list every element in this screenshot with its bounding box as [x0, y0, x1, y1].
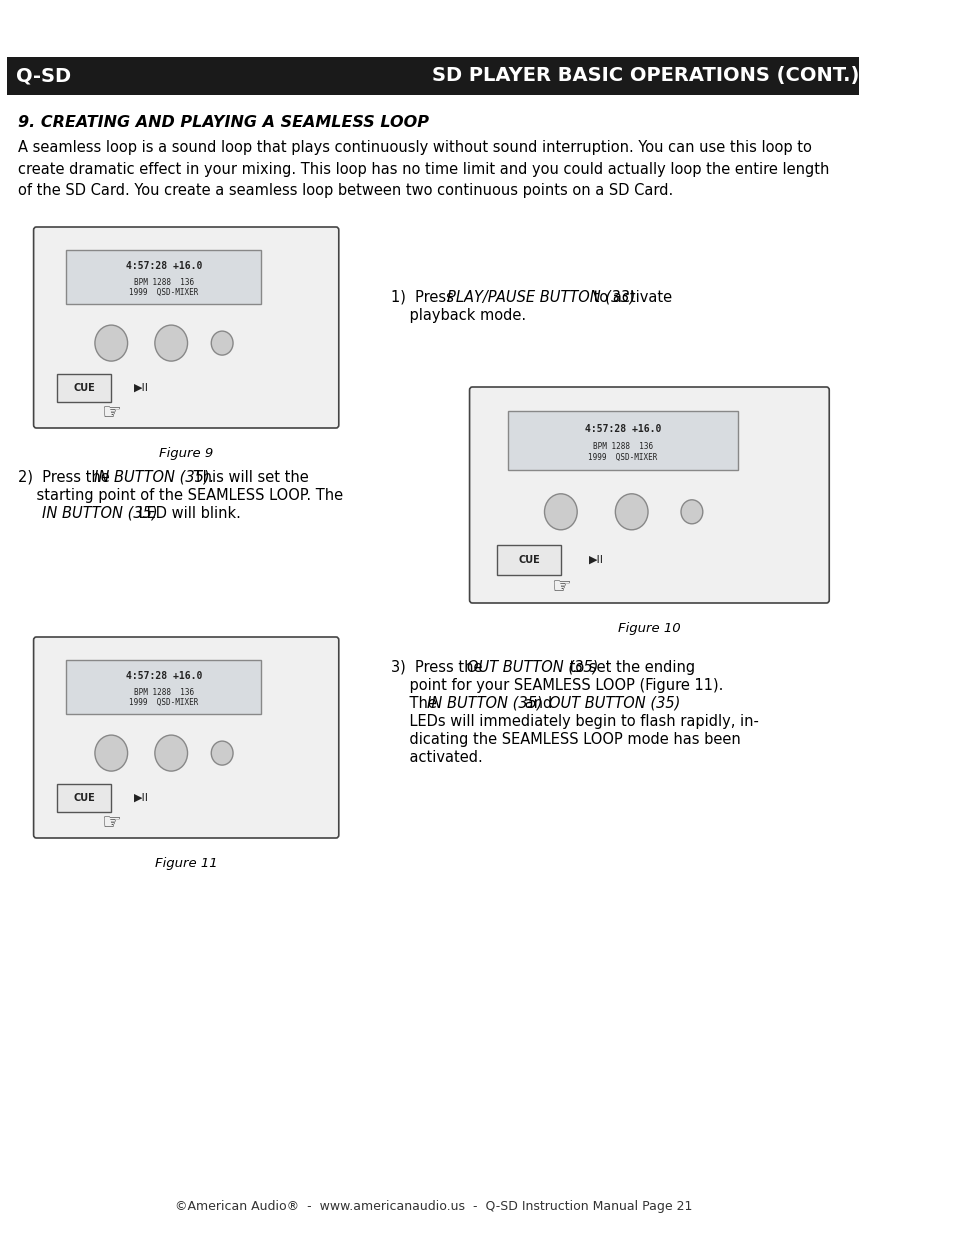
Circle shape [680, 500, 702, 524]
Text: PLAY/PAUSE BUTTON (33): PLAY/PAUSE BUTTON (33) [446, 290, 635, 305]
Text: 1)  Press: 1) Press [390, 290, 457, 305]
Text: LEDs will immediately begin to flash rapidly, in-: LEDs will immediately begin to flash rap… [390, 714, 758, 729]
Text: IN BUTTON (35).: IN BUTTON (35). [94, 471, 214, 485]
Circle shape [154, 735, 188, 771]
Text: 3)  Press the: 3) Press the [390, 659, 486, 676]
Text: dicating the SEAMLESS LOOP mode has been: dicating the SEAMLESS LOOP mode has been [390, 732, 740, 747]
Text: CUE: CUE [73, 793, 95, 803]
Text: to activate: to activate [588, 290, 671, 305]
Text: This will set the: This will set the [189, 471, 309, 485]
Circle shape [544, 494, 577, 530]
Text: and: and [519, 697, 556, 711]
Bar [57, 374, 112, 401]
Circle shape [154, 325, 188, 361]
Text: BPM 1288  136
1999  QSD-MIXER: BPM 1288 136 1999 QSD-MIXER [588, 442, 657, 462]
Text: 9. CREATING AND PLAYING A SEAMLESS LOOP: 9. CREATING AND PLAYING A SEAMLESS LOOP [18, 115, 429, 130]
Text: ▶II: ▶II [133, 383, 149, 393]
Text: starting point of the SEAMLESS LOOP. The: starting point of the SEAMLESS LOOP. The [18, 488, 343, 503]
Text: playback mode.: playback mode. [390, 308, 525, 324]
Text: 2)  Press the: 2) Press the [18, 471, 114, 485]
Text: ▶II: ▶II [588, 555, 603, 566]
Text: ☞: ☞ [101, 814, 121, 834]
Text: ☞: ☞ [101, 404, 121, 424]
Bar [8, 57, 859, 95]
Bar [66, 249, 261, 304]
Circle shape [94, 325, 128, 361]
Text: to set the ending: to set the ending [564, 659, 695, 676]
Text: 4:57:28 +16.0: 4:57:28 +16.0 [126, 671, 202, 680]
Text: activated.: activated. [390, 750, 482, 764]
Text: BPM 1288  136
1999  QSD-MIXER: BPM 1288 136 1999 QSD-MIXER [129, 278, 198, 298]
Text: IN BUTTON (35): IN BUTTON (35) [426, 697, 542, 711]
Text: CUE: CUE [517, 555, 539, 566]
Text: Figure 10: Figure 10 [618, 622, 680, 635]
Bar [497, 546, 560, 574]
Text: IN BUTTON (35): IN BUTTON (35) [42, 506, 157, 521]
Text: 4:57:28 +16.0: 4:57:28 +16.0 [126, 261, 202, 270]
Text: A seamless loop is a sound loop that plays continuously without sound interrupti: A seamless loop is a sound loop that pla… [18, 140, 829, 198]
Text: The: The [390, 697, 440, 711]
Bar [57, 784, 112, 811]
Text: ☞: ☞ [550, 578, 570, 598]
Circle shape [211, 741, 233, 766]
Text: point for your SEAMLESS LOOP (Figure 11).: point for your SEAMLESS LOOP (Figure 11)… [390, 678, 722, 693]
Text: 4:57:28 +16.0: 4:57:28 +16.0 [584, 424, 660, 433]
Circle shape [211, 331, 233, 356]
FancyBboxPatch shape [33, 637, 338, 839]
FancyBboxPatch shape [469, 387, 828, 603]
Circle shape [615, 494, 647, 530]
Text: SD PLAYER BASIC OPERATIONS (CONT.): SD PLAYER BASIC OPERATIONS (CONT.) [432, 67, 859, 85]
Text: CUE: CUE [73, 383, 95, 393]
Bar [507, 411, 738, 469]
Text: ▶II: ▶II [133, 793, 149, 803]
Circle shape [94, 735, 128, 771]
Text: OUT BUTTON (35): OUT BUTTON (35) [548, 697, 679, 711]
Text: OUT BUTTON (35): OUT BUTTON (35) [466, 659, 598, 676]
Text: Q-SD: Q-SD [16, 67, 71, 85]
Text: ©American Audio®  -  www.americanaudio.us  -  Q-SD Instruction Manual Page 21: ©American Audio® - www.americanaudio.us … [174, 1200, 691, 1213]
FancyBboxPatch shape [33, 227, 338, 429]
Text: Figure 9: Figure 9 [159, 447, 213, 459]
Text: BPM 1288  136
1999  QSD-MIXER: BPM 1288 136 1999 QSD-MIXER [129, 688, 198, 708]
Bar [66, 659, 261, 714]
Text: LED will blink.: LED will blink. [134, 506, 241, 521]
Text: Figure 11: Figure 11 [154, 857, 217, 869]
